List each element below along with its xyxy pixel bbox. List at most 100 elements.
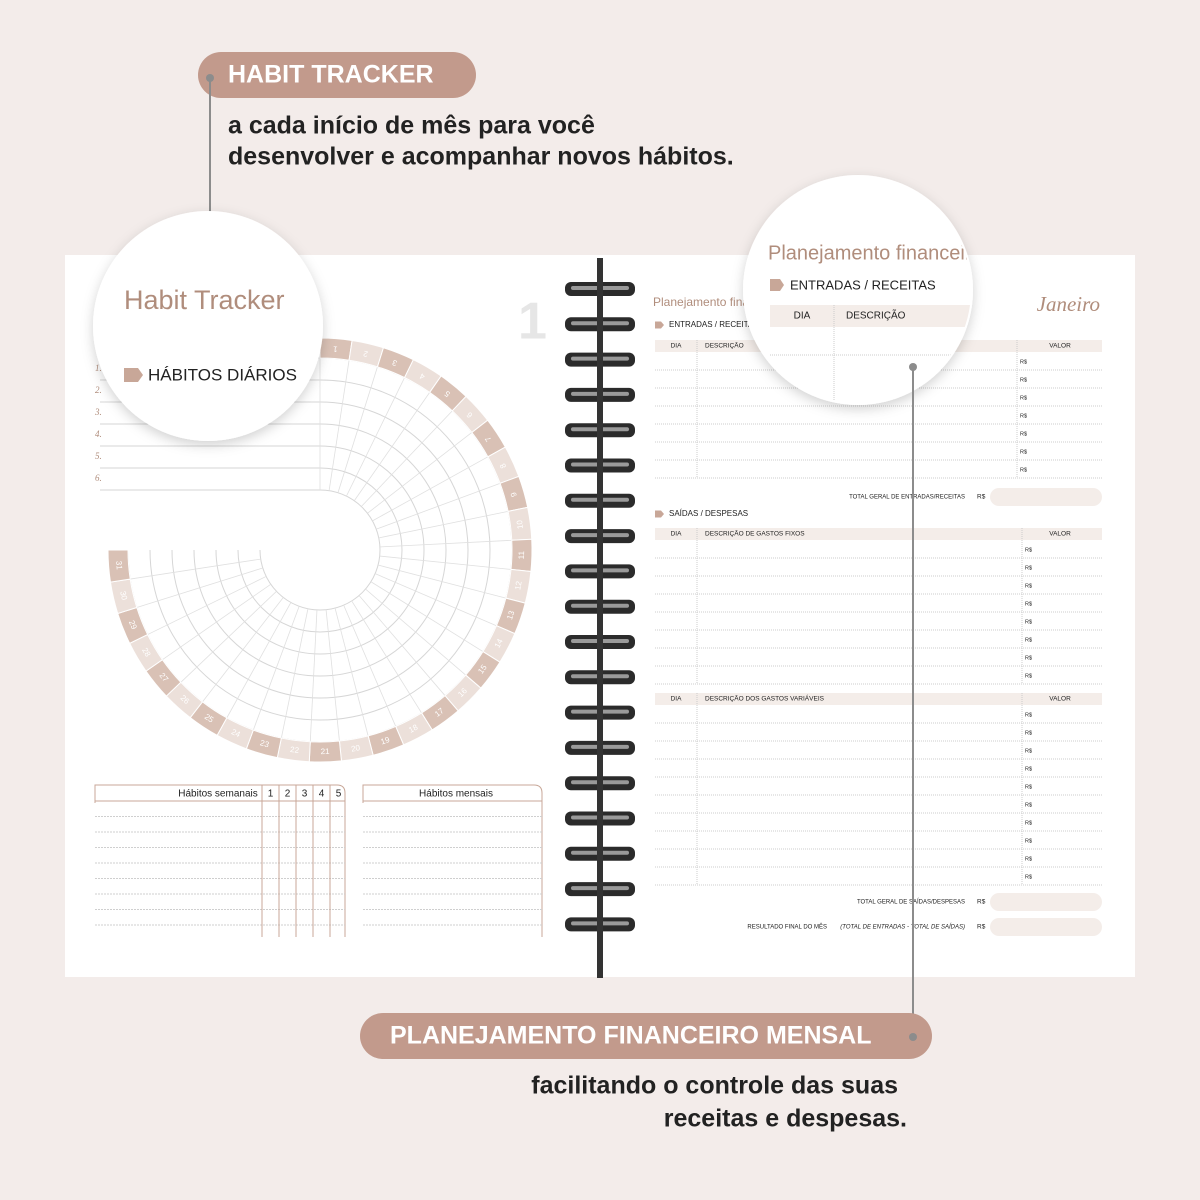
total-field [990,918,1102,936]
header-line: desenvolver e acompanhar novos hábitos. [228,143,734,171]
currency: R$ [977,899,986,906]
day-divider [372,456,489,522]
currency: R$ [1025,655,1032,661]
currency: R$ [1020,395,1027,401]
currency: R$ [1025,601,1032,607]
section-label: SAÍDAS / DESPESAS [669,509,748,518]
day-divider [280,608,309,739]
day-divider [351,600,422,714]
title-pill [360,1013,932,1059]
currency: R$ [1025,748,1032,754]
row-number: 6. [95,473,102,483]
table-header [655,528,1102,540]
day-divider [337,366,378,493]
col-header: DIA [671,696,683,703]
habit-ring [237,467,403,633]
zoom-label: ENTRADAS / RECEITAS [790,277,936,292]
day-divider [367,432,473,514]
total-label: TOTAL GERAL DE SAÍDAS/DESPESAS [857,899,965,906]
day-number: 9 [509,491,519,498]
header-title: HABIT TRACKER [228,61,434,89]
day-divider [147,576,267,635]
habit-ring [193,423,447,677]
day-number: 24 [230,727,242,739]
footer-line: facilitando o controle das suas [531,1072,898,1100]
currency: R$ [1025,766,1032,772]
currency: R$ [977,494,986,501]
day-number: 23 [259,738,271,749]
day-divider [334,607,369,736]
zoom-content: Planejamento financeiro ENTRADAS / RECEIT… [768,242,971,400]
currency: R$ [1025,730,1032,736]
page-number: 1 [518,293,547,351]
currency: R$ [1020,449,1027,455]
zoom-lens [93,211,323,441]
habit-ring [259,489,381,611]
zoom-col: DIA [794,311,811,322]
day-divider [365,588,466,676]
day-divider [376,482,501,530]
day-divider [202,597,284,703]
zoom-table-header [770,305,970,327]
habit-ring [149,379,491,721]
day-divider [309,609,318,742]
currency: R$ [1025,619,1032,625]
zoom-title: Habit Tracker [124,285,285,315]
day-divider [374,573,497,627]
day-divider [343,604,397,727]
currency: R$ [1025,820,1032,826]
row-number: 3. [94,407,102,417]
col-header: DIA [671,343,683,350]
day-divider [361,410,453,507]
total-field [990,893,1102,911]
currency: R$ [1020,431,1027,437]
day-number: 13 [505,609,517,621]
table-header [655,693,1102,705]
col-header: DESCRIÇÃO DOS GASTOS VARIÁVEIS [705,694,825,703]
table-frame [94,784,346,937]
day-divider [358,595,446,696]
section-label: ENTRADAS / RECEITAS [669,320,759,329]
day-divider [377,564,506,599]
day-divider [252,606,300,731]
day-number: 3 [391,358,399,368]
week-number: 5 [336,789,342,800]
day-number: 7 [483,434,493,443]
day-number: 31 [114,561,124,571]
row-number: 4. [95,429,102,439]
footer-title: PLANEJAMENTO FINANCEIRO MENSAL [390,1022,872,1050]
day-divider [379,555,512,570]
currency: R$ [1020,467,1027,473]
zoom-lens [743,175,973,405]
footer-line: receitas e despesas. [664,1105,907,1133]
day-divider [325,609,340,742]
week-number: 2 [285,789,291,800]
label-tag [124,368,143,382]
col-header: VALOR [1049,343,1071,350]
col-header: DIA [671,531,683,538]
row-number: 1. [95,363,102,373]
col-header: VALOR [1049,696,1071,703]
day-number: 4 [418,371,427,381]
month: Janeiro [1037,292,1100,316]
week-number: 3 [302,789,308,800]
currency: R$ [1025,637,1032,643]
col-header: VALOR [1049,531,1071,538]
currency: R$ [1025,874,1032,880]
currency: R$ [1025,712,1032,718]
week-number: 4 [319,789,325,800]
weekly-title: Hábitos semanais [178,789,257,800]
habit-ring [171,401,469,699]
currency: R$ [1025,565,1032,571]
currency: R$ [1020,413,1027,419]
connector-dot [909,1033,917,1041]
day-divider [370,581,484,652]
monthly-title: Hábitos mensais [419,789,493,800]
day-number: 12 [513,580,524,591]
zoom-col: DESCRIÇÃO [846,309,906,322]
currency: R$ [1025,802,1032,808]
label-tag [655,510,664,518]
day-divider [379,539,512,548]
day-divider [136,567,263,608]
